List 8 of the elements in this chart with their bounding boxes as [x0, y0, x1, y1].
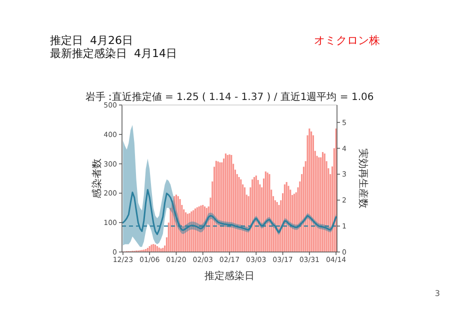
text: オミクロン株 — [314, 34, 380, 47]
text: 3 — [434, 289, 440, 298]
y-axis-title: 感染者数 — [91, 158, 103, 198]
chart-title: 岩手 :直近推定値 = 1.25 ( 1.14 - 1.37 ) / 直近1週平均 = 1.06 — [85, 91, 374, 103]
text: 最新推定感染日 4月14日 — [50, 47, 177, 60]
x-axis-title: 推定感染日 — [204, 270, 254, 282]
text: 推定日 4月26日 — [50, 34, 133, 47]
y2-axis-title: 実効再生産数 — [357, 148, 369, 208]
